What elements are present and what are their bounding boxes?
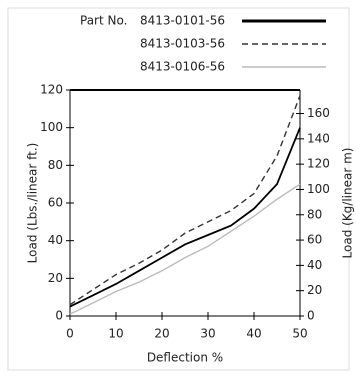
y-tick-label: 80 [48, 158, 63, 172]
x-tick-label: 30 [200, 327, 215, 341]
y2-tick-label: 80 [307, 207, 322, 221]
y2-tick-label: 40 [307, 258, 322, 272]
x-tick-label: 10 [108, 327, 123, 341]
x-tick-label: 50 [292, 327, 307, 341]
y-tick-label: 60 [48, 196, 63, 210]
y2-axis-label: Load (Kg/linear m) [341, 148, 355, 259]
y-tick-label: 0 [55, 309, 63, 323]
legend-label: 8413-0103-56 [140, 37, 225, 51]
series-line [69, 95, 301, 306]
x-tick-label: 0 [66, 327, 74, 341]
legend-label: 8413-0101-56 [140, 14, 225, 28]
frame [7, 7, 350, 371]
series-line [69, 127, 301, 308]
series-line [69, 183, 301, 315]
y-tick-label: 20 [48, 271, 63, 285]
y-tick-label: 120 [40, 83, 63, 97]
y2-tick-label: 0 [307, 309, 315, 323]
y2-tick-label: 20 [307, 283, 322, 297]
x-axis-label: Deflection % [147, 351, 223, 365]
y2-tick-label: 140 [307, 131, 330, 145]
y-tick-label: 40 [48, 233, 63, 247]
y2-tick-label: 160 [307, 106, 330, 120]
y2-tick-label: 100 [307, 182, 330, 196]
legend-title: Part No. [80, 14, 127, 28]
x-tick-label: 40 [246, 327, 261, 341]
x-tick-label: 20 [154, 327, 169, 341]
y-axis-label: Load (Lbs./linear ft.) [26, 143, 40, 264]
y-tick-label: 100 [40, 120, 63, 134]
y2-tick-label: 60 [307, 233, 322, 247]
legend-label: 8413-0106-56 [140, 60, 225, 74]
y2-tick-label: 120 [307, 157, 330, 171]
